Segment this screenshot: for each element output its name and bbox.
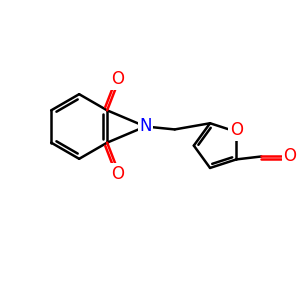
Text: N: N xyxy=(139,118,152,136)
Text: O: O xyxy=(284,148,297,166)
Text: O: O xyxy=(111,164,124,182)
Text: O: O xyxy=(111,70,124,88)
Text: O: O xyxy=(230,121,243,139)
